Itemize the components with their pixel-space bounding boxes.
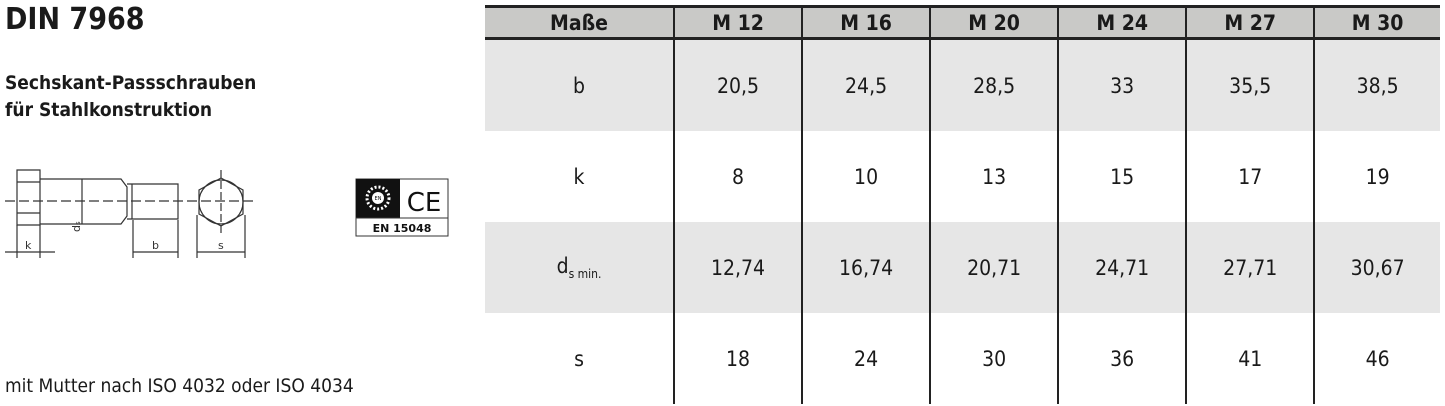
cell: 10 (801, 131, 931, 222)
cell: 24,71 (1057, 222, 1187, 313)
col-header: M 24 (1057, 5, 1187, 40)
col-header: M 12 (672, 5, 803, 40)
cell: 35,5 (1185, 38, 1315, 131)
ce-en15048-logo: EN CE EN 15048 (355, 178, 449, 237)
cell: 36 (1057, 313, 1187, 404)
cell: 38,5 (1313, 38, 1440, 131)
cell: 12,74 (672, 222, 803, 313)
row-label: s (574, 346, 584, 371)
cell: 41 (1185, 313, 1315, 404)
cell: 16,74 (801, 222, 931, 313)
cell: 28,5 (929, 38, 1059, 131)
col-header: M 20 (929, 5, 1059, 40)
row-label: b (485, 38, 674, 131)
cell: 30,67 (1313, 222, 1440, 313)
col-header: M 27 (1185, 5, 1315, 40)
svg-text:EN: EN (375, 196, 382, 202)
cell: 27,71 (1185, 222, 1315, 313)
cell: 19 (1313, 131, 1440, 222)
cell: 46 (1313, 313, 1440, 404)
cell: 24,5 (801, 38, 931, 131)
cell: 17 (1185, 131, 1315, 222)
table-row: s 18 24 30 36 41 46 (485, 313, 1440, 404)
col-header: M 30 (1313, 5, 1440, 40)
table-row: k 8 10 13 15 17 19 (485, 131, 1440, 222)
table-row: ds min. 12,74 16,74 20,71 24,71 27,71 30… (485, 222, 1440, 313)
table-header-row: Maße M 12 M 16 M 20 M 24 M 27 M 30 (485, 5, 1440, 40)
cell: 20,5 (672, 38, 803, 131)
norm-label: EN 15048 (373, 222, 432, 235)
footer-note: mit Mutter nach ISO 4032 oder ISO 4034 (5, 375, 354, 397)
cell: 20,71 (929, 222, 1059, 313)
dimensions-table: Maße M 12 M 16 M 20 M 24 M 27 M 30 b 20,… (485, 5, 1440, 404)
cell: 30 (929, 313, 1059, 404)
label-s: s (218, 239, 224, 252)
row-label: ds min. (485, 222, 674, 313)
ce-mark: CE (407, 188, 442, 218)
table-row: b 20,5 24,5 28,5 33 35,5 38,5 (485, 38, 1440, 131)
bolt-drawing: k ds b s (5, 169, 255, 258)
label-ds: ds (70, 221, 83, 232)
col-header: Maße (485, 5, 674, 40)
page-title: DIN 7968 (5, 2, 145, 37)
cell: 24 (801, 313, 931, 404)
subtitle-line: Sechskant-Passschrauben (5, 72, 257, 94)
cell: 15 (1057, 131, 1187, 222)
row-label: k (573, 164, 585, 189)
cell: 8 (672, 131, 803, 222)
cell: 13 (929, 131, 1059, 222)
cell: 33 (1057, 38, 1187, 131)
subtitle-line: für Stahlkonstruktion (5, 99, 213, 121)
label-k: k (25, 239, 32, 252)
label-b: b (152, 239, 159, 252)
col-header: M 16 (801, 5, 931, 40)
cell: 18 (672, 313, 803, 404)
subtitle: Sechskant-Passschrauben für Stahlkonstru… (5, 70, 256, 124)
